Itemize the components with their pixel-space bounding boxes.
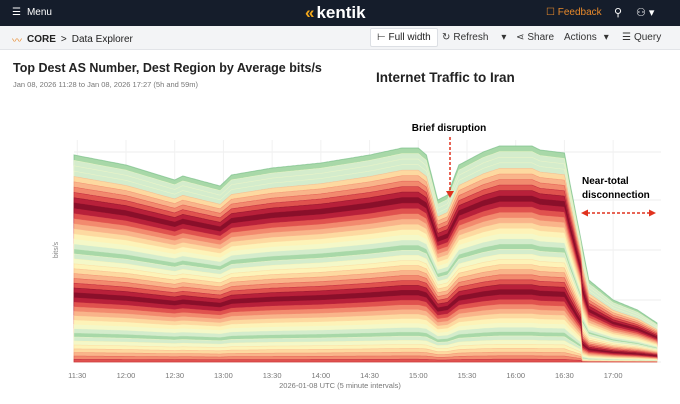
x-tick-label: 15:30 — [458, 371, 477, 380]
share-icon: ⋖ — [516, 32, 525, 43]
feedback-icon: ☐ — [546, 7, 555, 18]
logo-mark-icon: « — [305, 3, 315, 22]
series-band — [73, 358, 657, 363]
x-tick-label: 14:30 — [360, 371, 379, 380]
chart-title: Internet Traffic to Iran — [376, 70, 515, 85]
query-button[interactable]: ☰ Query — [622, 32, 662, 43]
pulse-icon: 〰 — [12, 36, 22, 47]
logo[interactable]: «kentik — [305, 3, 366, 22]
top-nav: ☰ Menu «kentik ☐ Feedback ⚲ ⚇ ▾ — [0, 0, 680, 26]
full-width-button[interactable]: ⊢ Full width — [370, 28, 438, 47]
x-tick-label: 17:00 — [604, 371, 623, 380]
x-tick-label: 15:00 — [409, 371, 428, 380]
sub-toolbar: 〰 CORE > Data Explorer ⊢ Full width ↻ Ref… — [0, 26, 680, 50]
panel-title: Top Dest AS Number, Dest Region by Avera… — [13, 61, 322, 75]
annotation-near-total: Near-total — [582, 176, 629, 187]
x-tick-label: 13:00 — [214, 371, 233, 380]
breadcrumb-core[interactable]: CORE — [27, 34, 56, 45]
refresh-icon: ↻ — [442, 32, 451, 43]
breadcrumb-separator: > — [60, 34, 67, 45]
search-icon[interactable]: ⚲ — [614, 7, 623, 19]
arrow-head-icon — [446, 191, 454, 198]
x-tick-label: 12:30 — [165, 371, 184, 380]
annotation-brief-disruption: Brief disruption — [412, 123, 486, 134]
arrow-left-head-icon — [581, 209, 588, 217]
list-icon: ☰ — [622, 32, 631, 43]
feedback-button[interactable]: ☐ Feedback — [546, 7, 602, 18]
actions-button[interactable]: Actions ▾ — [564, 32, 609, 43]
breadcrumb: 〰 CORE > Data Explorer — [12, 32, 133, 47]
x-tick-label: 14:00 — [311, 371, 330, 380]
refresh-button[interactable]: ↻ Refresh ▾ — [442, 32, 507, 43]
x-tick-label: 16:00 — [506, 371, 525, 380]
refresh-dropdown-icon[interactable]: ▾ — [501, 32, 507, 43]
share-button[interactable]: ⋖ Share — [516, 32, 555, 43]
x-tick-label: 12:00 — [117, 371, 136, 380]
menu-button[interactable]: ☰ Menu — [12, 7, 52, 18]
x-tick-label: 13:30 — [263, 371, 282, 380]
y-axis-label: bits/s — [53, 241, 60, 258]
expand-icon: ⊢ — [377, 32, 386, 43]
breadcrumb-page: Data Explorer — [71, 34, 133, 45]
user-icon[interactable]: ⚇ ▾ — [636, 7, 655, 19]
x-axis-label: 2026-01-08 UTC (5 minute intervals) — [279, 381, 401, 390]
x-tick-label: 11:30 — [68, 371, 86, 380]
time-range: Jan 08, 2026 11:28 to Jan 08, 2026 17:27… — [13, 80, 199, 89]
arrow-right-head-icon — [649, 209, 656, 217]
hamburger-icon: ☰ — [12, 7, 21, 18]
x-tick-label: 16:30 — [555, 371, 574, 380]
annotation-disconnection: disconnection — [582, 190, 650, 201]
chevron-down-icon: ▾ — [603, 32, 609, 43]
